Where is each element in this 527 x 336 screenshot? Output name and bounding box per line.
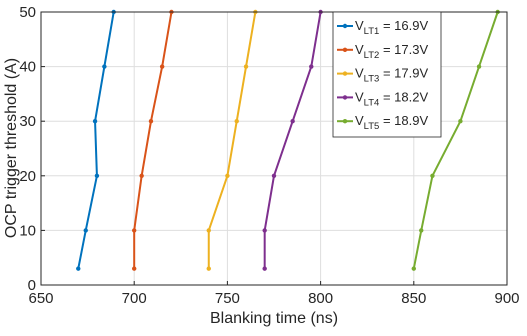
data-point [102, 64, 107, 69]
series-lt5 [411, 9, 500, 271]
data-point [94, 173, 100, 178]
y-axis-label: OCP trigger threshold (A) [3, 58, 20, 238]
data-point [132, 228, 137, 233]
legend-item: VLT3 = 17.9V [337, 66, 428, 85]
data-point [411, 266, 416, 271]
legend-item: VLT4 = 18.2V [337, 89, 428, 108]
legend-label: VLT2 = 17.3V [355, 42, 428, 61]
data-point [430, 173, 435, 178]
legend: VLT1 = 16.9V VLT2 = 17.3V VLT3 = 17.9V VLT4… [332, 11, 442, 138]
x-tick-label: 850 [401, 290, 426, 307]
x-tick-label: 650 [28, 290, 53, 307]
y-tick-label: 50 [19, 4, 36, 21]
series-line [133, 11, 173, 269]
legend-marker [342, 47, 348, 52]
legend-marker [342, 23, 348, 29]
data-point [139, 173, 144, 178]
legend-marker [342, 71, 348, 76]
data-point [271, 173, 277, 178]
data-point [309, 64, 314, 69]
legend-item: VLT1 = 16.9V [337, 18, 428, 37]
x-tick-label: 800 [308, 290, 333, 307]
data-point [476, 64, 482, 69]
data-point [76, 266, 81, 271]
data-point [148, 119, 154, 124]
legend-item: VLT2 = 17.3V [337, 42, 428, 61]
data-point [262, 228, 267, 233]
data-point [419, 228, 424, 233]
series-line [412, 11, 499, 269]
y-tick-label: 20 [19, 168, 36, 185]
data-point [92, 119, 98, 124]
x-tick-label: 700 [122, 290, 147, 307]
legend-label: VLT4 = 18.2V [355, 89, 428, 108]
y-tick-label: 30 [19, 113, 36, 130]
data-point [206, 228, 211, 233]
data-point [290, 119, 295, 124]
y-tick-label: 0 [28, 277, 36, 294]
data-point [234, 119, 239, 124]
series-lt3 [206, 9, 258, 271]
ticks: 650 700 750 800 850 900 0 10 20 30 40 50 [19, 4, 519, 307]
legend-label: VLT5 = 18.9V [355, 113, 428, 132]
y-tick-label: 10 [19, 222, 36, 239]
plot-frame [40, 11, 508, 286]
series-lt2 [132, 9, 174, 271]
series-line [207, 11, 257, 269]
x-tick-label: 900 [494, 290, 519, 307]
data-point [206, 266, 211, 271]
y-tick-label: 40 [19, 59, 36, 76]
data-point [458, 119, 463, 124]
legend-item: VLT5 = 18.9V [337, 113, 428, 132]
series-line [77, 11, 115, 269]
legend-marker [342, 119, 348, 124]
data-point [83, 228, 88, 233]
series-line [263, 11, 322, 269]
data-point [225, 173, 230, 178]
legend-label: VLT1 = 16.9V [355, 18, 428, 37]
x-tick-label: 750 [215, 290, 240, 307]
series-group [76, 9, 500, 271]
x-axis-label: Blanking time (ns) [210, 310, 338, 327]
data-point [243, 64, 249, 69]
data-point [132, 266, 137, 271]
legend-marker [342, 95, 348, 100]
data-point [159, 64, 165, 69]
legend-label: VLT3 = 17.9V [355, 66, 428, 85]
data-point [262, 266, 267, 271]
